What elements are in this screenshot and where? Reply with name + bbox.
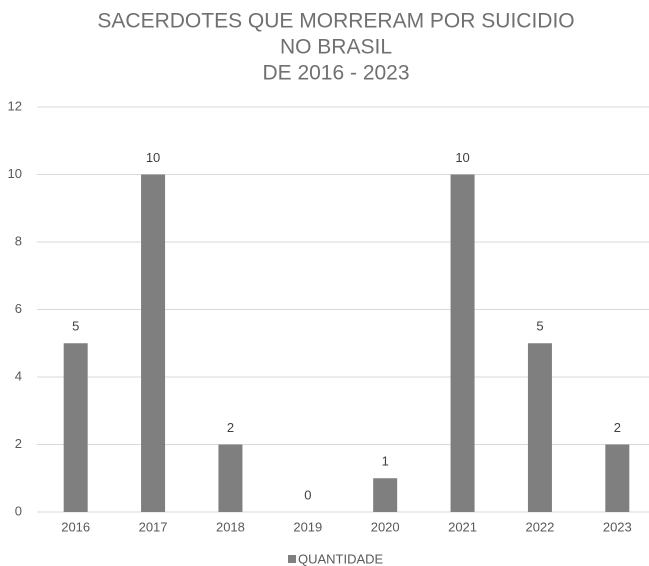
data-label: 0 [304, 487, 311, 502]
x-tick-label: 2019 [293, 519, 322, 534]
data-label: 2 [227, 420, 234, 435]
y-tick-label: 2 [15, 436, 22, 451]
y-tick-label: 4 [15, 368, 22, 383]
bar [141, 174, 166, 512]
chart-title: DE 2016 - 2023 [262, 62, 409, 85]
y-tick-label: 0 [15, 503, 22, 518]
chart-title: NO BRASIL [280, 36, 392, 59]
data-label: 10 [455, 150, 469, 165]
chart-title: SACERDOTES QUE MORRERAM POR SUICIDIO [97, 10, 574, 33]
bar [63, 343, 88, 512]
bar [218, 444, 243, 512]
bar [527, 343, 552, 512]
bar [605, 444, 630, 512]
data-label: 5 [536, 319, 543, 334]
y-tick-label: 6 [15, 301, 22, 316]
bar [450, 174, 475, 512]
bar [373, 478, 398, 512]
y-tick-label: 10 [8, 166, 22, 181]
data-label: 10 [146, 150, 160, 165]
data-label: 1 [382, 454, 389, 469]
x-tick-label: 2023 [603, 519, 632, 534]
y-tick-label: 8 [15, 233, 22, 248]
data-label: 5 [72, 319, 79, 334]
data-label: 2 [614, 420, 621, 435]
legend-swatch [288, 555, 296, 563]
y-tick-label: 12 [8, 98, 22, 113]
x-tick-label: 2016 [61, 519, 90, 534]
x-tick-label: 2022 [525, 519, 554, 534]
legend-label: QUANTIDADE [298, 551, 384, 566]
x-tick-label: 2020 [371, 519, 400, 534]
x-tick-label: 2021 [448, 519, 477, 534]
x-tick-label: 2017 [139, 519, 168, 534]
x-tick-label: 2018 [216, 519, 245, 534]
